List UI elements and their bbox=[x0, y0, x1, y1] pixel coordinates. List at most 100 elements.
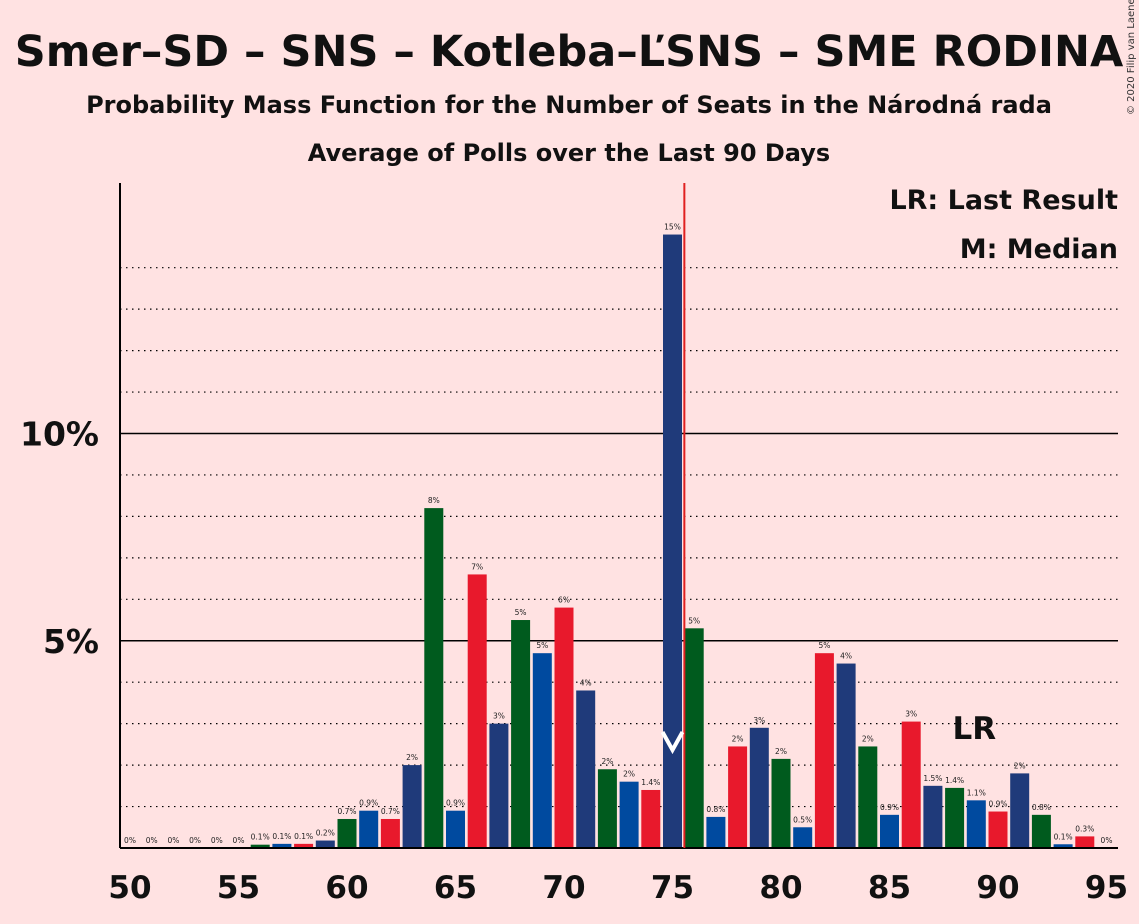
bar-seat-61 bbox=[359, 810, 379, 848]
bar-label-seat-69: 5% bbox=[536, 641, 548, 650]
axes: 50 55 60 65 70 75 80 85 90 95 5% 10% bbox=[20, 183, 1128, 906]
x-tick-label-60: 60 bbox=[325, 870, 368, 906]
x-tick-label-55: 55 bbox=[217, 870, 260, 906]
bar-label-seat-89: 1.1% bbox=[967, 788, 986, 797]
bar-seat-72 bbox=[597, 769, 617, 848]
bar-seat-76 bbox=[684, 628, 704, 848]
x-tick-label-50: 50 bbox=[108, 870, 151, 906]
bar-seat-70 bbox=[554, 607, 574, 848]
median-marker bbox=[660, 731, 685, 755]
bar-label-seat-67: 3% bbox=[493, 712, 505, 721]
bar-seat-87 bbox=[923, 785, 943, 848]
bar-seat-88 bbox=[945, 787, 965, 848]
bar-seat-83 bbox=[836, 663, 856, 848]
bar-seat-77 bbox=[706, 816, 726, 848]
bar-label-seat-76: 5% bbox=[688, 616, 700, 625]
bar-seat-63 bbox=[402, 765, 422, 848]
bar-label-seat-80: 2% bbox=[775, 747, 787, 756]
bars bbox=[250, 234, 1095, 849]
legend-median: M: Median bbox=[960, 234, 1118, 265]
bar-seat-93 bbox=[1053, 844, 1073, 848]
bar-label-seat-84: 2% bbox=[862, 734, 874, 743]
x-tick-label-65: 65 bbox=[434, 870, 477, 906]
bar-seat-75 bbox=[663, 234, 682, 849]
bar-seat-91 bbox=[1010, 773, 1030, 848]
bar-label-seat-62: 0.7% bbox=[381, 807, 400, 816]
bar-seat-57 bbox=[272, 843, 292, 848]
bar-label-seat-87: 1.5% bbox=[923, 774, 942, 783]
bar-seat-60 bbox=[337, 818, 357, 848]
bar-label-seat-59: 0.2% bbox=[316, 829, 335, 838]
markers: LR bbox=[660, 183, 996, 848]
x-tick-label-90: 90 bbox=[976, 870, 1019, 906]
bar-seat-67 bbox=[489, 723, 509, 848]
bar-label-seat-94: 0.3% bbox=[1075, 824, 1094, 833]
bar-label-seat-70: 6% bbox=[558, 596, 570, 605]
bar-seat-90 bbox=[988, 811, 1008, 848]
bar-seat-69 bbox=[532, 653, 552, 848]
legend-last-result: LR: Last Result bbox=[889, 185, 1118, 216]
bar-seat-74 bbox=[641, 789, 661, 848]
bar-seat-84 bbox=[858, 746, 878, 848]
bar-seat-94 bbox=[1075, 836, 1095, 848]
bar-seat-86 bbox=[901, 721, 921, 848]
bar-seat-64 bbox=[424, 508, 444, 848]
bar-label-seat-88: 1.4% bbox=[945, 776, 964, 785]
bar-seat-66 bbox=[467, 574, 487, 848]
bar-label-seat-60: 0.7% bbox=[337, 807, 356, 816]
bar-seat-80 bbox=[771, 758, 791, 848]
bar-seat-78 bbox=[728, 746, 748, 848]
chart-title: Smer–SD – SNS – Kotleba–ĽSNS – SME RODIN… bbox=[15, 27, 1124, 77]
x-tick-label-85: 85 bbox=[868, 870, 911, 906]
bar-label-seat-65: 0.9% bbox=[446, 799, 465, 808]
bar-seat-71 bbox=[576, 690, 596, 848]
bar-label-seat-74: 1.4% bbox=[641, 778, 660, 787]
bar-label-seat-92: 0.8% bbox=[1032, 803, 1051, 812]
last-result-marker: LR bbox=[952, 711, 996, 747]
bar-label-seat-95: 0% bbox=[1101, 836, 1113, 845]
bar-label-seat-63: 2% bbox=[406, 753, 418, 762]
bar-label-seat-57: 0.1% bbox=[272, 832, 291, 841]
bar-label-seat-81: 0.5% bbox=[793, 815, 812, 824]
x-tick-label-95: 95 bbox=[1085, 870, 1128, 906]
bar-label-seat-71: 4% bbox=[580, 678, 592, 687]
bar-label-seat-90: 0.9% bbox=[988, 800, 1007, 809]
bar-seat-92 bbox=[1031, 814, 1051, 848]
bar-seat-79 bbox=[749, 727, 769, 848]
bar-label-seat-82: 5% bbox=[818, 641, 830, 650]
bar-label-seat-79: 3% bbox=[753, 716, 765, 725]
bar-seat-82 bbox=[814, 653, 834, 848]
bar-seat-59 bbox=[315, 840, 335, 848]
bar-seat-85 bbox=[880, 814, 899, 848]
bar-label-seat-56: 0.1% bbox=[251, 833, 270, 842]
bar-label-seat-68: 5% bbox=[515, 608, 527, 617]
bar-seat-81 bbox=[793, 827, 813, 848]
chart-subtitle-2: Average of Polls over the Last 90 Days bbox=[308, 139, 830, 167]
bar-seat-68 bbox=[511, 620, 531, 848]
bar-label-seat-54: 0% bbox=[211, 836, 223, 845]
bar-label-seat-77: 0.8% bbox=[706, 805, 725, 814]
y-tick-label-5: 5% bbox=[43, 622, 99, 661]
bar-label-seat-75: 15% bbox=[664, 223, 681, 232]
bar-label-seat-86: 3% bbox=[905, 710, 917, 719]
bar-label-seat-78: 2% bbox=[732, 734, 744, 743]
bar-labels: 0% 0% 0% 0% 0% 0% 0.1% 0.1% 0.1% 0.2%0.7%0.9%0.7%… bbox=[124, 223, 1112, 845]
bar-label-seat-53: 0% bbox=[189, 836, 201, 845]
bar-label-seat-66: 7% bbox=[471, 562, 483, 571]
bar-label-seat-72: 2% bbox=[601, 757, 613, 766]
bar-seat-58 bbox=[294, 843, 314, 848]
bar-label-seat-55: 0% bbox=[233, 836, 245, 845]
x-tick-label-75: 75 bbox=[651, 870, 694, 906]
y-tick-label-10: 10% bbox=[20, 415, 99, 454]
chart-subtitle: Probability Mass Function for the Number… bbox=[86, 91, 1052, 119]
grid-lines bbox=[120, 267, 1118, 808]
bar-label-seat-91: 2% bbox=[1014, 761, 1026, 770]
bar-label-seat-52: 0% bbox=[167, 836, 179, 845]
bar-label-seat-83: 4% bbox=[840, 652, 852, 661]
bar-label-seat-51: 0% bbox=[146, 836, 158, 845]
x-tick-label-70: 70 bbox=[542, 870, 585, 906]
x-tick-label-80: 80 bbox=[759, 870, 802, 906]
bar-seat-73 bbox=[619, 781, 639, 848]
bar-label-seat-93: 0.1% bbox=[1054, 832, 1073, 841]
bar-label-seat-64: 8% bbox=[428, 496, 440, 505]
